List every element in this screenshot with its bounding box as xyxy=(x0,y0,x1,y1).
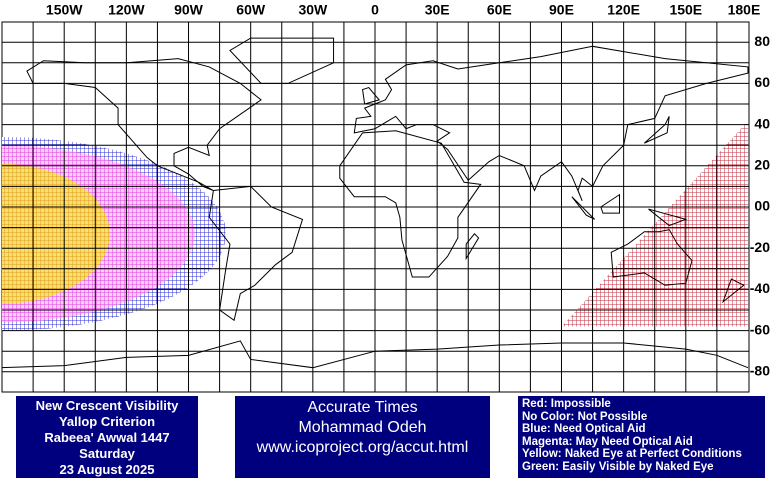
lat-label: 00 xyxy=(754,198,770,214)
lat-label: 40 xyxy=(754,115,770,131)
lat-label: -40 xyxy=(750,280,770,296)
text-line: Accurate Times xyxy=(307,399,418,416)
africa xyxy=(339,130,482,278)
lon-label: 150W xyxy=(46,2,83,18)
britain xyxy=(362,86,381,105)
lat-label: -60 xyxy=(750,321,770,337)
lon-label: 150E xyxy=(669,2,702,18)
new-guinea xyxy=(648,208,688,227)
impossible-zone xyxy=(561,120,748,327)
text-line: Magenta: May Need Optical Aid xyxy=(522,435,693,448)
author-box: Accurate Times Mohammad Odeh www.icoprojec… xyxy=(235,396,490,478)
text-line: Rabeea' Awwal 1447 xyxy=(44,430,170,445)
lon-label: 60W xyxy=(236,2,266,18)
lon-label: 30E xyxy=(425,2,450,18)
lon-label: 30W xyxy=(298,2,328,18)
text-line: Saturday xyxy=(79,446,135,461)
lat-label: 60 xyxy=(754,74,770,90)
text-line: Yellow: Naked Eye at Perfect Conditions xyxy=(522,448,742,460)
visibility-map: 150W 120W 90W 60W 30W 0 30E 60E 90E 120E 150E 180E 8… xyxy=(1,2,770,393)
madagascar xyxy=(465,233,480,261)
text-line: Green: Easily Visible by Naked Eye xyxy=(522,460,714,473)
text-line: Red: Impossible xyxy=(522,398,611,410)
borneo xyxy=(600,193,620,214)
info-box: New Crescent Visibility Yallop Criterion R… xyxy=(16,396,198,478)
lat-label: 20 xyxy=(754,157,770,173)
text-line: New Crescent Visibility xyxy=(35,398,179,413)
australia xyxy=(610,229,693,286)
lon-label: 90W xyxy=(174,2,204,18)
lat-label: 80 xyxy=(754,33,770,49)
text-line: Yallop Criterion xyxy=(58,414,156,429)
text-line: 23 August 2025 xyxy=(59,462,155,477)
lon-label: 60E xyxy=(487,2,512,18)
text-line: No Color: Not Possible xyxy=(522,410,648,423)
lon-label: 180E xyxy=(728,2,761,18)
lat-label: -20 xyxy=(750,239,770,255)
new-zealand xyxy=(722,278,745,304)
text-line: www.icoproject.org/accut.html xyxy=(256,439,469,456)
lat-label: -80 xyxy=(750,363,770,379)
text-line: Blue: Need Optical Aid xyxy=(522,423,646,435)
sumatra xyxy=(571,196,595,220)
lon-label: 120W xyxy=(108,2,145,18)
text-line: Mohammad Odeh xyxy=(298,419,427,436)
legend-box: Red: Impossible No Color: Not Possible Blu… xyxy=(518,396,765,478)
lon-label: 90E xyxy=(549,2,574,18)
lon-label: 120E xyxy=(607,2,640,18)
japan xyxy=(644,116,670,144)
lon-label: 0 xyxy=(371,2,379,18)
